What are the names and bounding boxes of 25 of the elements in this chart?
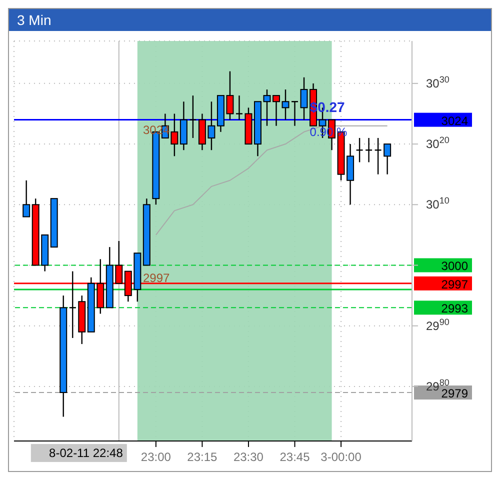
text: 3024 (441, 114, 468, 128)
candlestick (384, 143, 392, 175)
x-tick-label: 23:15 (187, 450, 218, 464)
text: 2997 (441, 277, 468, 292)
candlestick (68, 270, 76, 339)
y-tick-label: 29$^{90}$ (426, 316, 450, 333)
candlestick (189, 94, 197, 139)
ref-line-label: 2979 (441, 386, 468, 401)
chart-title: 3 Min (9, 9, 491, 31)
ref-line-label: 2997 (143, 271, 170, 285)
y-tick-label: 30$^{30}$ (426, 74, 450, 90)
ref-line-label: 3000 (441, 259, 468, 274)
candlestick (263, 88, 271, 126)
candlestick (282, 88, 290, 120)
x-tick-label: 23:30 (233, 450, 264, 464)
x-tick-label: 3-00:00 (320, 450, 362, 464)
candlestick (235, 94, 244, 120)
x-tick-label: 23:00 (140, 450, 172, 464)
ref-line-label: 2993 (441, 302, 468, 316)
y-tick-label: 30$^{10}$ (426, 196, 450, 212)
y-tick-label: 30$^{20}$ (426, 135, 450, 152)
ref-line-label: 8-02-11 22:48 (49, 446, 124, 460)
candlestick (22, 180, 30, 218)
x-tick-label: 23:45 (280, 450, 310, 464)
candlestick (272, 94, 280, 126)
